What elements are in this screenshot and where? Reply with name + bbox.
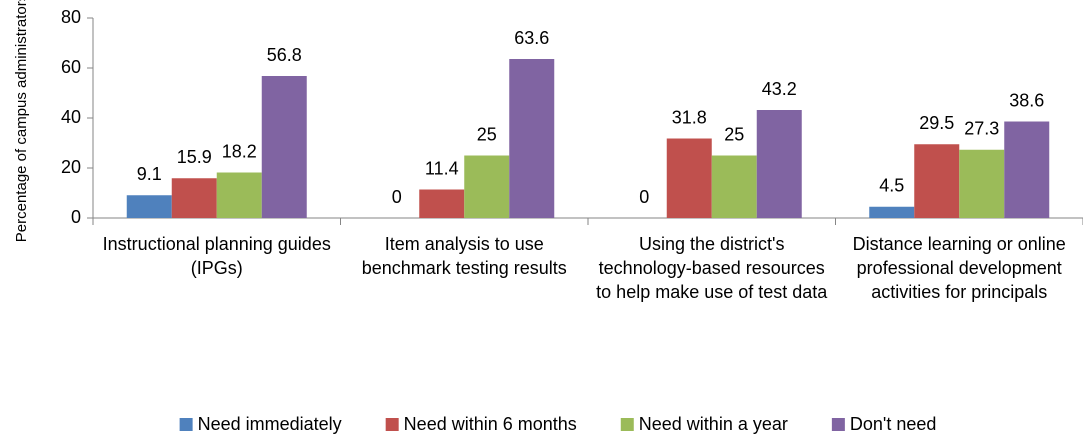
bar xyxy=(464,155,510,218)
x-tick-label-box: Using the district's technology-based re… xyxy=(596,234,828,302)
data-label: 63.6 xyxy=(514,28,549,48)
bar xyxy=(509,59,555,218)
legend-label: Need immediately xyxy=(198,414,342,434)
data-label: 4.5 xyxy=(879,176,904,196)
x-tick-label: Item analysis to use benchmark testing r… xyxy=(361,234,567,278)
legend-swatch xyxy=(831,418,845,431)
bar xyxy=(126,195,172,218)
data-label: 0 xyxy=(392,187,402,207)
data-label: 25 xyxy=(724,124,744,144)
bar xyxy=(419,189,465,218)
x-tick-label: Instructional planning guides (IPGs) xyxy=(102,234,331,278)
legend-swatch xyxy=(620,418,634,431)
y-tick-label: 60 xyxy=(61,57,81,77)
data-label: 11.4 xyxy=(425,158,459,178)
data-label: 25 xyxy=(477,124,497,144)
legend-swatch xyxy=(179,418,193,431)
legend: Need immediately Need within 6 months Need… xyxy=(179,414,937,434)
data-label: 38.6 xyxy=(1009,90,1044,110)
data-label: 56.8 xyxy=(267,45,302,65)
data-label: 27.3 xyxy=(964,119,999,139)
bar xyxy=(959,149,1005,218)
x-tick-label: Distance learning or online professional… xyxy=(852,234,1066,302)
data-label: 9.1 xyxy=(137,164,162,184)
legend-swatch xyxy=(385,418,399,431)
bar xyxy=(711,155,757,218)
bar xyxy=(756,110,802,218)
data-label: 29.5 xyxy=(919,113,954,133)
data-label: 31.8 xyxy=(672,107,707,127)
x-tick-label-box: Item analysis to use benchmark testing r… xyxy=(361,234,567,278)
data-label: 15.9 xyxy=(177,147,212,167)
x-tick-label-box: Distance learning or online professional… xyxy=(852,234,1066,302)
y-tick-label: 40 xyxy=(61,107,81,127)
data-label: 0 xyxy=(639,187,649,207)
bar xyxy=(666,138,712,218)
bar xyxy=(171,178,217,218)
y-tick-label: 20 xyxy=(61,157,81,177)
data-label: 43.2 xyxy=(762,79,797,99)
y-tick-label: 80 xyxy=(61,7,81,27)
x-tick-label: Using the district's technology-based re… xyxy=(596,234,828,302)
bar xyxy=(261,76,307,218)
y-tick-label: 0 xyxy=(71,207,81,227)
data-label: 18.2 xyxy=(222,141,257,161)
bar xyxy=(914,144,960,218)
y-axis-label: Percentage of campus administrators xyxy=(13,0,30,242)
bar xyxy=(216,172,262,218)
legend-label: Need within 6 months xyxy=(404,414,577,434)
x-tick-label-box: Instructional planning guides (IPGs) xyxy=(102,234,331,278)
bar xyxy=(1004,121,1050,218)
legend-label: Don't need xyxy=(850,414,937,434)
legend-label: Need within a year xyxy=(639,414,788,434)
bar xyxy=(869,206,915,218)
